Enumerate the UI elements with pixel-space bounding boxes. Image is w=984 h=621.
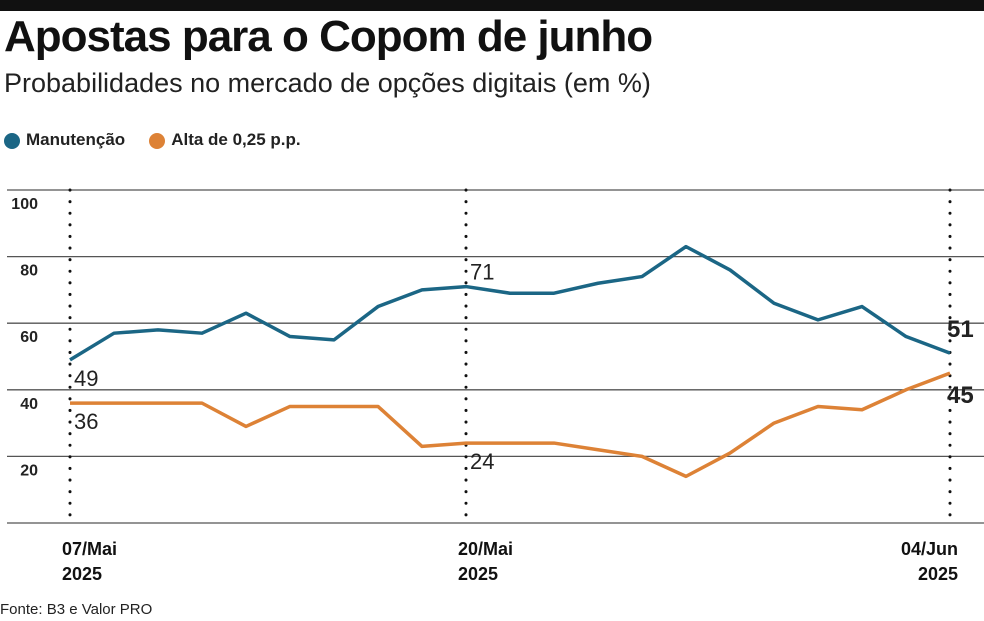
data-label: 49	[74, 366, 98, 391]
data-label: 36	[74, 409, 98, 434]
y-tick-label: 60	[20, 329, 38, 346]
legend: Manutenção Alta de 0,25 p.p.	[4, 130, 301, 150]
y-tick-label: 40	[20, 396, 38, 413]
legend-label: Alta de 0,25 p.p.	[171, 130, 301, 149]
y-tick-label: 80	[20, 263, 38, 280]
top-bar	[0, 0, 984, 11]
data-label: 24	[470, 449, 494, 474]
source-note: Fonte: B3 e Valor PRO	[0, 601, 153, 618]
y-tick-label: 20	[20, 462, 38, 479]
x-tick-label: 04/Jun	[901, 539, 958, 559]
legend-item-manutencao: Manutenção	[4, 130, 125, 150]
legend-item-alta: Alta de 0,25 p.p.	[149, 130, 301, 150]
legend-swatch	[149, 132, 166, 149]
series-line-alta	[70, 371, 951, 479]
y-tick-label: 100	[11, 196, 38, 213]
x-tick-year: 2025	[918, 564, 958, 584]
chart-subtitle: Probabilidades no mercado de opções digi…	[4, 68, 651, 98]
data-label: 71	[470, 260, 494, 285]
data-label: 51	[947, 316, 974, 343]
x-tick-label: 20/Mai	[458, 539, 513, 559]
data-label: 45	[947, 382, 974, 409]
x-tick-year: 2025	[62, 564, 102, 584]
chart-title: Apostas para o Copom de junho	[4, 12, 653, 61]
legend-label: Manutenção	[26, 130, 126, 149]
x-tick-year: 2025	[458, 564, 498, 584]
series-line-manutencao	[69, 244, 951, 362]
x-tick-label: 07/Mai	[62, 539, 117, 559]
legend-swatch	[4, 132, 20, 149]
